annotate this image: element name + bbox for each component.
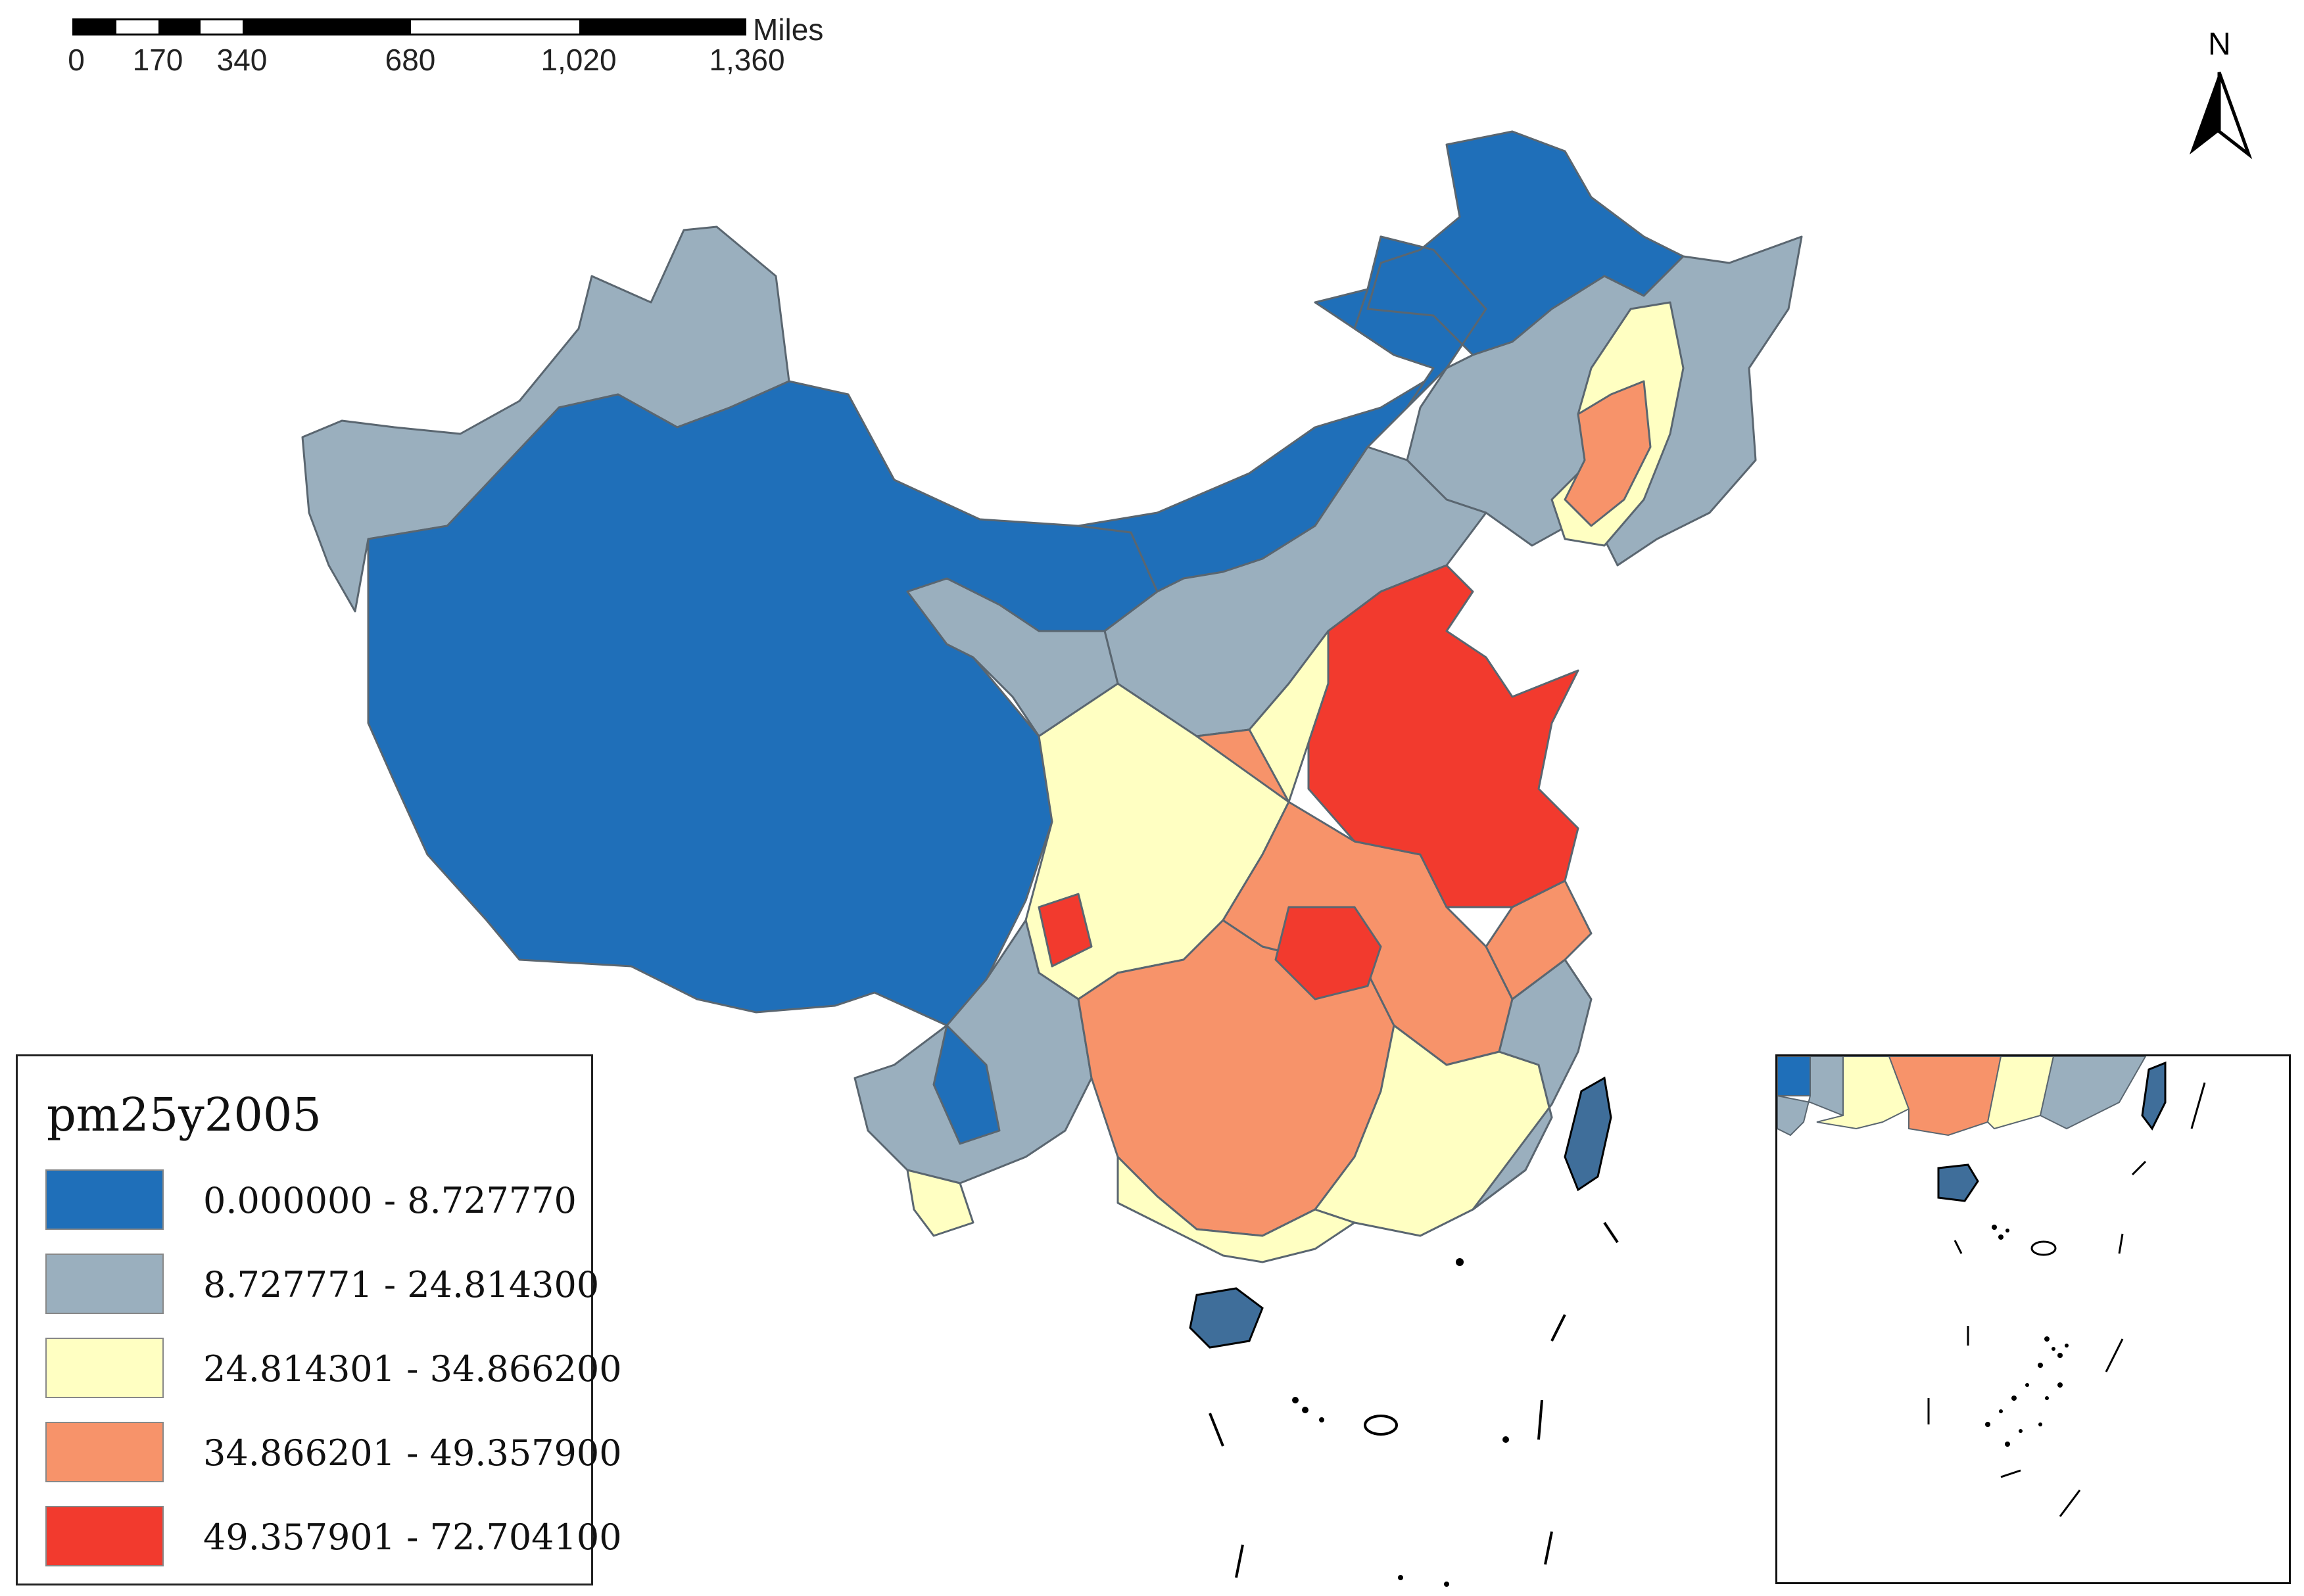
inset-island-dot [2038,1422,2042,1426]
sea-line-mark [1550,1314,1566,1342]
sea-line-mark [1209,1413,1224,1447]
inset-island-dot [2044,1336,2050,1342]
inset-line-mark [2059,1490,2081,1517]
sea-line-mark [1537,1399,1543,1440]
legend: pm25y2005 0.000000 - 8.727770 8.727771 -… [16,1054,622,1585]
legend-item: 24.814301 - 34.866200 [45,1338,622,1399]
region-red-hubei [1274,906,1382,1000]
inset-island-dot [1992,1225,1997,1230]
inset-island-dot [2057,1382,2063,1388]
inset-region-blue [1777,1056,1811,1096]
legend-swatch [45,1254,164,1314]
region-orange-east [1485,880,1593,1000]
inset-line-mark [2190,1082,2206,1129]
scale-segment [243,20,411,34]
legend-swatch [45,1422,164,1482]
inset-region-yellow-east [1986,1056,2055,1130]
inset-line-mark [2131,1160,2147,1176]
legend-item: 34.866201 - 49.357900 [45,1422,622,1484]
inset-island-dot [1998,1234,2004,1240]
sea-island-dot [1319,1417,1324,1422]
inset-island-dot [2011,1396,2017,1401]
scale-tick-label: 0 [68,43,85,77]
legend-item: 8.727771 - 24.814300 [45,1254,599,1315]
sea-island-dot [1302,1407,1308,1413]
sea-line-mark [1235,1544,1244,1578]
scale-tick-label: 1,360 [709,43,785,77]
scale-segment [579,20,744,34]
inset-island-dot [2052,1347,2055,1351]
north-label: N [2208,27,2231,62]
sea-line-mark [1603,1221,1619,1244]
sea-line-mark [1544,1531,1553,1565]
sea-island-dot [1398,1575,1403,1580]
legend-item: 49.357901 - 72.704100 [45,1506,622,1568]
scale-bar: Miles 0 170 340 680 1,020 1,360 [68,12,823,85]
legend-label: 8.727771 - 24.814300 [203,1264,600,1305]
inset-region-orange [1888,1056,2002,1137]
inset-island-dot [2005,1442,2010,1447]
inset-line-mark [2105,1338,2124,1373]
scale-segment [116,20,158,34]
inset-hainan [1937,1163,1979,1202]
legend-swatch [45,1506,164,1566]
inset-island-dot [2019,1429,2023,1433]
legend-item: 0.000000 - 8.727770 [45,1169,585,1231]
region-red-sichuan [1038,893,1093,968]
legend-label: 0.000000 - 8.727770 [203,1180,577,1221]
sea-island-dot [1444,1582,1449,1587]
scale-segment [158,20,201,34]
scale-bar-graphic [72,18,746,35]
legend-label: 24.814301 - 34.866200 [203,1348,622,1390]
hainan-island [1189,1287,1264,1349]
region-yellow-yunnan-south [906,1169,974,1237]
inset-map [1775,1054,2291,1584]
inset-region-grey-east [2039,1056,2147,1130]
inset-island-dot [1999,1409,2003,1413]
inset-island-dot [2025,1383,2029,1387]
scale-segment [74,20,116,34]
taiwan-island [1564,1076,1612,1192]
inset-taiwan [2141,1061,2167,1131]
sea-island-dot [1456,1258,1464,1266]
scale-tick-label: 340 [216,43,268,77]
legend-label: 34.866201 - 49.357900 [203,1432,622,1474]
sea-island-dot [1292,1397,1299,1403]
scale-tick-label: 680 [385,43,436,77]
region-blue-yunnan [932,1024,1001,1145]
inset-island-dot [2045,1396,2049,1400]
legend-swatch [45,1338,164,1398]
region-grey-southeast [1472,958,1593,1211]
scale-segment [201,20,243,34]
legend-title: pm25y2005 [47,1088,322,1142]
scale-tick-label: 1,020 [540,43,617,77]
scale-segment [411,20,579,34]
sea-island-dot [1502,1436,1509,1443]
inset-island-mark [2030,1240,2057,1256]
inset-island-dot [2065,1344,2069,1348]
legend-label: 49.357901 - 72.704100 [203,1516,622,1558]
region-yellow-southcoast [1116,1156,1356,1263]
inset-island-dot [2038,1363,2043,1368]
region-red-core [1307,564,1579,908]
region-orange-northeast [1564,380,1652,527]
inset-island-dot [2005,1229,2009,1232]
inset-line-mark [1954,1240,1963,1254]
north-arrow-icon [2190,72,2253,160]
inset-line-mark [2000,1469,2021,1478]
inset-map-graphic [1777,1056,2206,1517]
legend-swatch [45,1169,164,1230]
scale-unit: Miles [753,12,824,47]
scale-tick-label: 170 [132,43,183,77]
sea-island-mark [1364,1415,1398,1436]
inset-island-dot [1985,1422,1990,1427]
inset-island-dot [2057,1353,2063,1358]
north-arrow: N [2183,26,2255,164]
inset-line-mark [2118,1233,2124,1254]
